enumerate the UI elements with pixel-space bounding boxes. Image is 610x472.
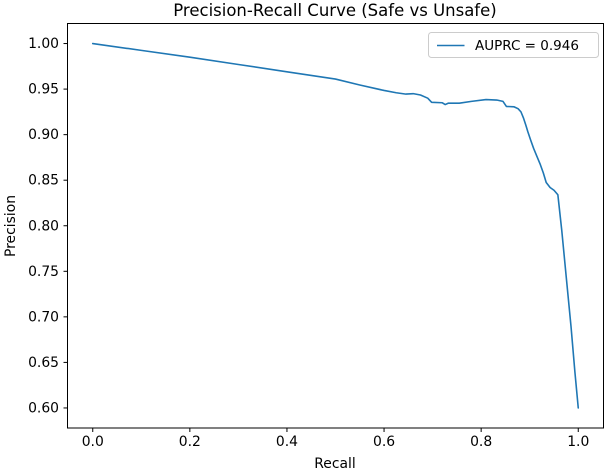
pr-curve-line (91, 42, 580, 409)
x-tick-label: 0.4 (276, 434, 298, 450)
x-tick-label: 0.6 (373, 434, 395, 450)
y-tick-label: 1.00 (28, 36, 59, 52)
y-tick-label: 0.95 (28, 82, 59, 98)
y-tick-label: 0.60 (28, 400, 59, 416)
y-tick-label: 0.90 (28, 127, 59, 143)
y-axis-label: Precision (3, 195, 19, 257)
axes-spines (67, 23, 604, 429)
y-tick-label: 0.75 (28, 264, 59, 280)
plot-area: 0.0 0.2 0.4 0.6 0.8 1.0 0.60 0.65 0.70 0.75 0.80 0.… (28, 23, 604, 450)
y-tick-label: 0.65 (28, 355, 59, 371)
legend-label: AUPRC = 0.946 (475, 38, 579, 54)
y-tick-label: 0.70 (28, 309, 59, 325)
x-axis-label: Recall (314, 456, 355, 472)
x-tick-label: 0.2 (179, 434, 201, 450)
y-tick-label: 0.80 (28, 218, 59, 234)
x-tick-label: 0.8 (470, 434, 492, 450)
legend: AUPRC = 0.946 (428, 32, 599, 58)
legend-box (428, 32, 599, 58)
x-tick-label: 0.0 (82, 434, 104, 450)
x-tick-label: 1.0 (567, 434, 589, 450)
y-tick-label: 0.85 (28, 173, 59, 189)
chart-title: Precision-Recall Curve (Safe vs Unsafe) (173, 1, 496, 20)
